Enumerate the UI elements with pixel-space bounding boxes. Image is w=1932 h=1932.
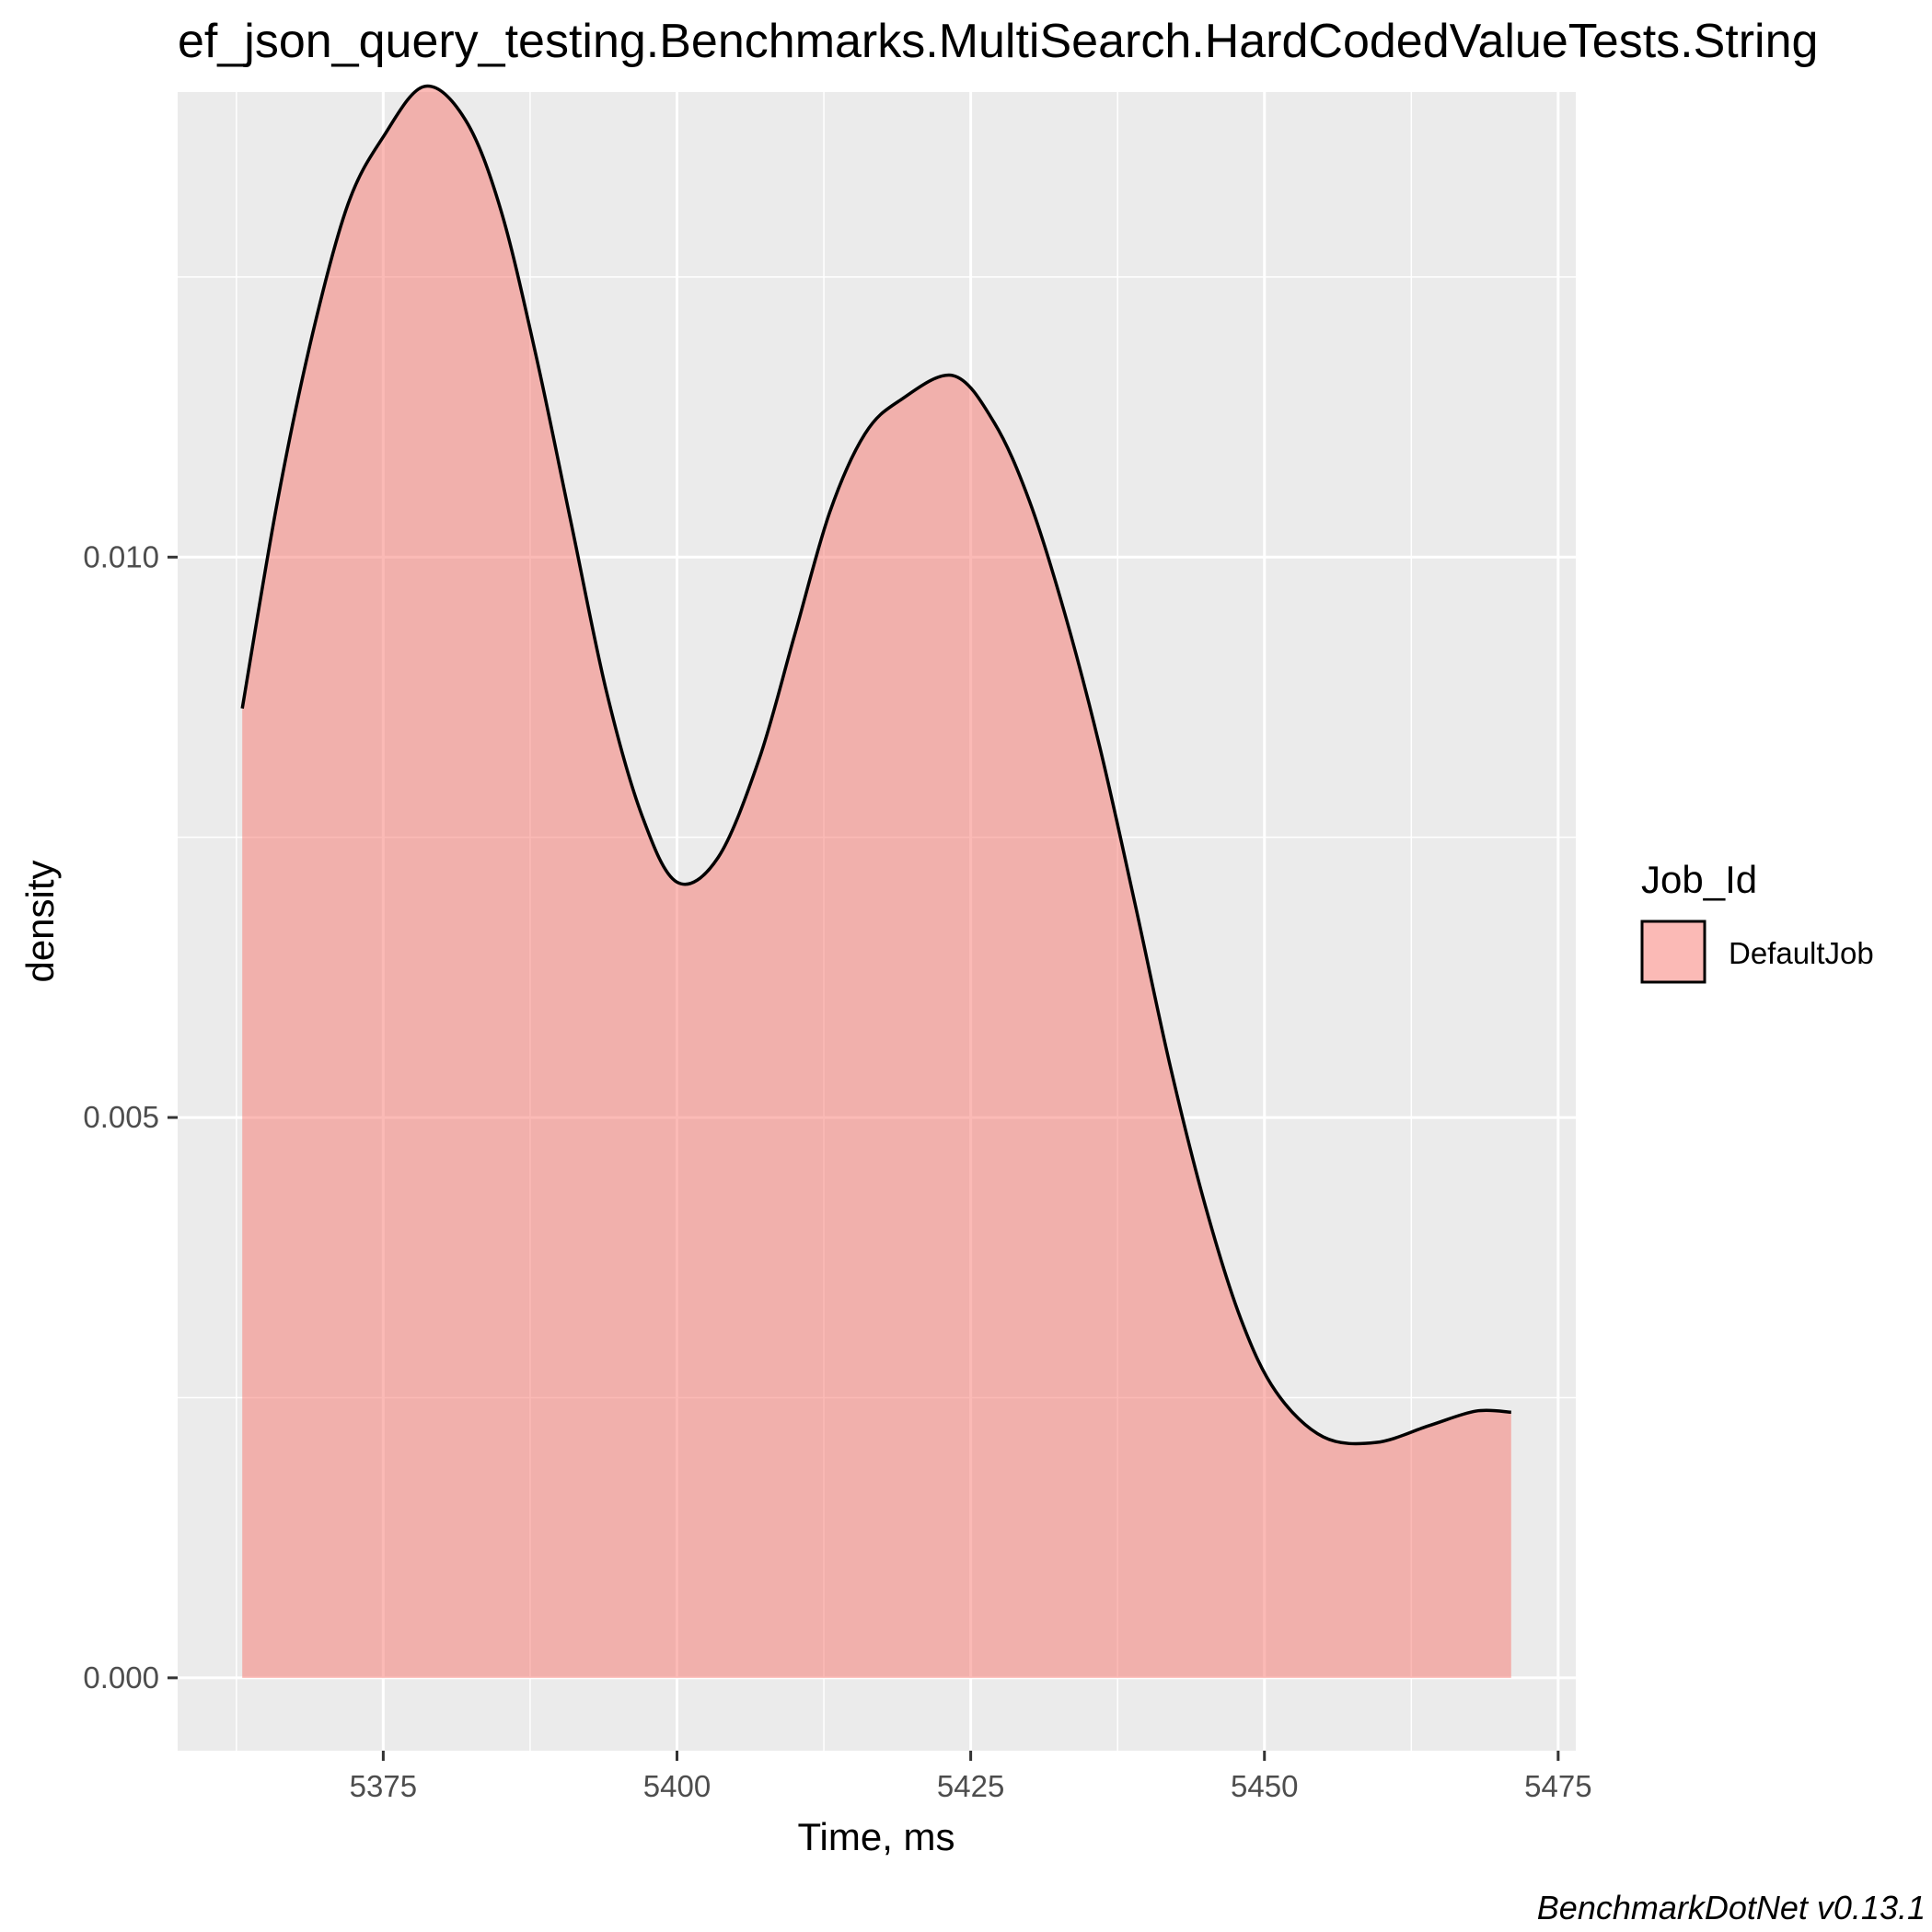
- x-tick-label: 5450: [1231, 1769, 1298, 1803]
- y-tick-labels: 0.000 0.005 0.010: [83, 539, 159, 1695]
- chart-title: ef_json_query_testing.Benchmarks.MultiSe…: [178, 15, 1818, 68]
- series-layer: [240, 84, 1511, 1678]
- x-tick-label: 5400: [643, 1769, 711, 1803]
- x-axis-title: Time, ms: [797, 1815, 954, 1858]
- density-line-defaultjob: [240, 84, 1511, 1446]
- legend: Job_Id DefaultJob: [1640, 858, 1874, 984]
- x-tick-labels: 5375 5400 5425 5450 5475: [350, 1769, 1592, 1803]
- x-tick-label: 5475: [1524, 1769, 1591, 1803]
- y-axis-title: density: [18, 860, 62, 982]
- x-tick-label: 5375: [350, 1769, 417, 1803]
- legend-title: Job_Id: [1641, 858, 1757, 901]
- y-tick-label: 0.000: [83, 1660, 159, 1695]
- y-tick-label: 0.010: [83, 539, 159, 573]
- legend-label-defaultjob: DefaultJob: [1729, 936, 1874, 970]
- axis-ticks: [168, 555, 1560, 1761]
- legend-key-defaultjob: [1640, 920, 1706, 984]
- density-area-defaultjob: [242, 86, 1511, 1678]
- x-tick-label: 5425: [937, 1769, 1004, 1803]
- caption: BenchmarkDotNet v0.13.1: [1537, 1889, 1926, 1926]
- y-tick-label: 0.005: [83, 1100, 159, 1134]
